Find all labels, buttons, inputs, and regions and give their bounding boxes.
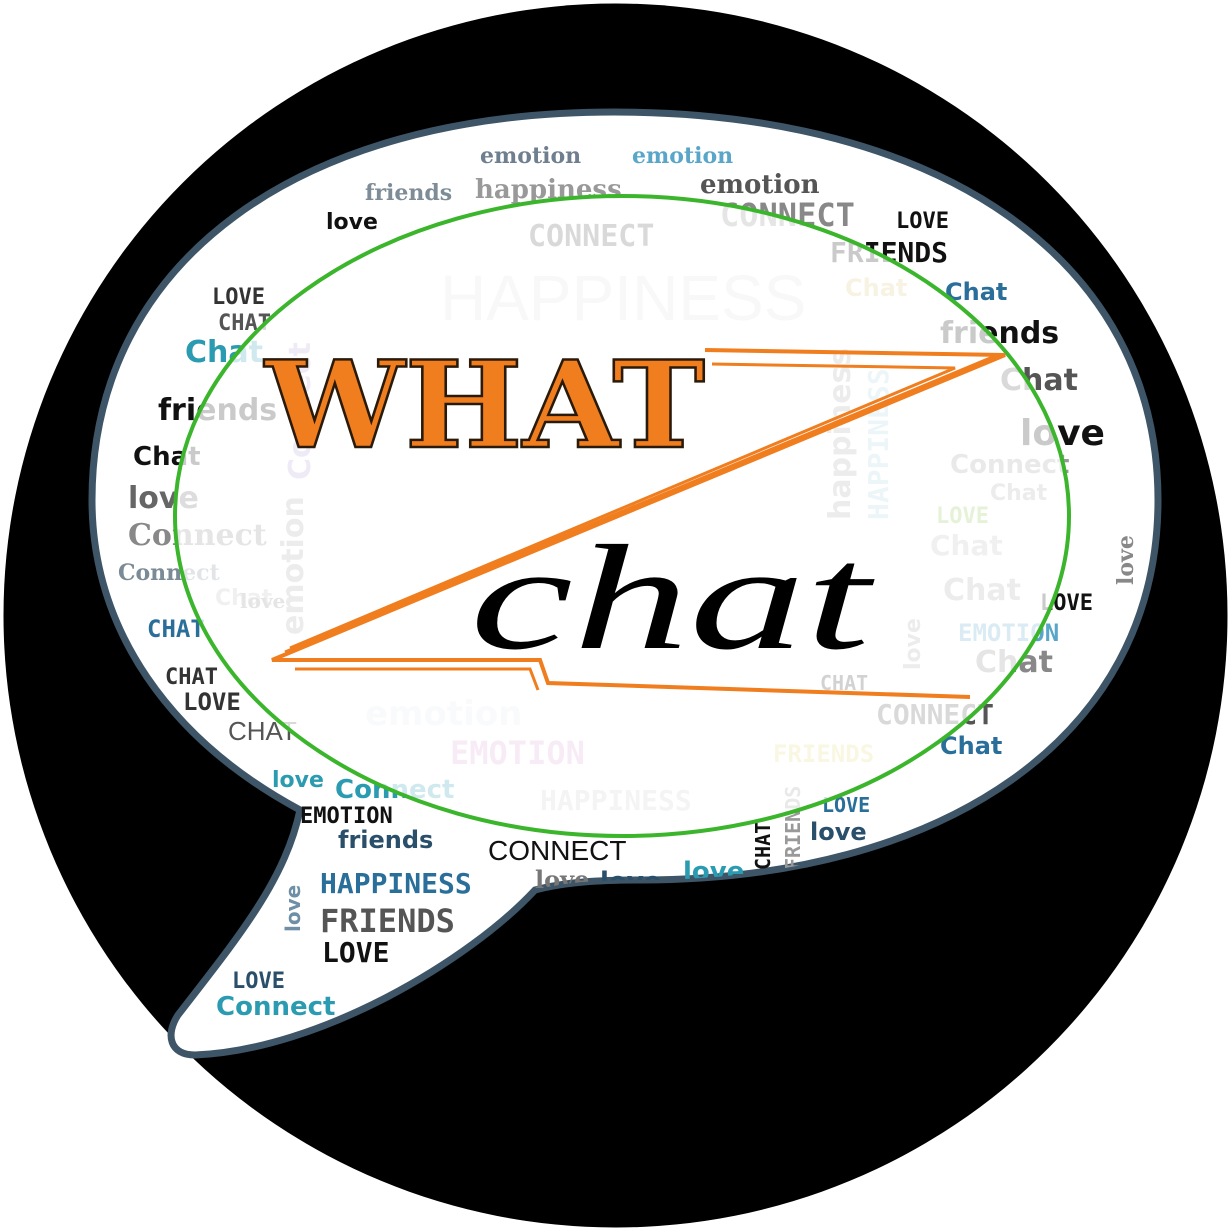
word-cloud-word: LOVE (212, 285, 265, 310)
word-cloud-word: emotion (480, 143, 581, 169)
word-cloud-word: emotion (632, 143, 733, 169)
word-cloud-word: LOVE (322, 936, 389, 969)
word-cloud-word: love (326, 210, 378, 235)
word-cloud-word: HAPPINESS (320, 867, 472, 900)
word-cloud-word: LOVE (896, 209, 949, 234)
word-cloud-word: Chat (940, 732, 1002, 760)
word-cloud-word: EMOTION (300, 804, 393, 829)
word-cloud-word: friends (365, 180, 452, 206)
word-cloud-word: CONNECT (488, 835, 626, 866)
word-cloud-word: love (810, 818, 867, 846)
word-cloud-word: emotion (700, 170, 820, 200)
word-cloud-word: love (272, 768, 324, 793)
word-cloud-word: Connect (216, 992, 335, 1022)
word-cloud-word: love (1113, 535, 1139, 585)
word-cloud-word: CHAT (147, 615, 205, 643)
word-cloud-word: CHAT (165, 665, 218, 690)
word-cloud-word: CHAT (751, 822, 775, 870)
word-cloud-word: love (281, 885, 305, 932)
title-what: WHAT (263, 335, 705, 476)
word-cloud-word: FRIENDS (320, 902, 455, 940)
word-cloud-word: LOVE (183, 688, 241, 716)
title-chat: chat (470, 515, 875, 681)
lightning-z-icon (271, 348, 1006, 699)
word-cloud-word: friends (338, 826, 433, 854)
word-cloud-word: LOVE (232, 969, 285, 994)
